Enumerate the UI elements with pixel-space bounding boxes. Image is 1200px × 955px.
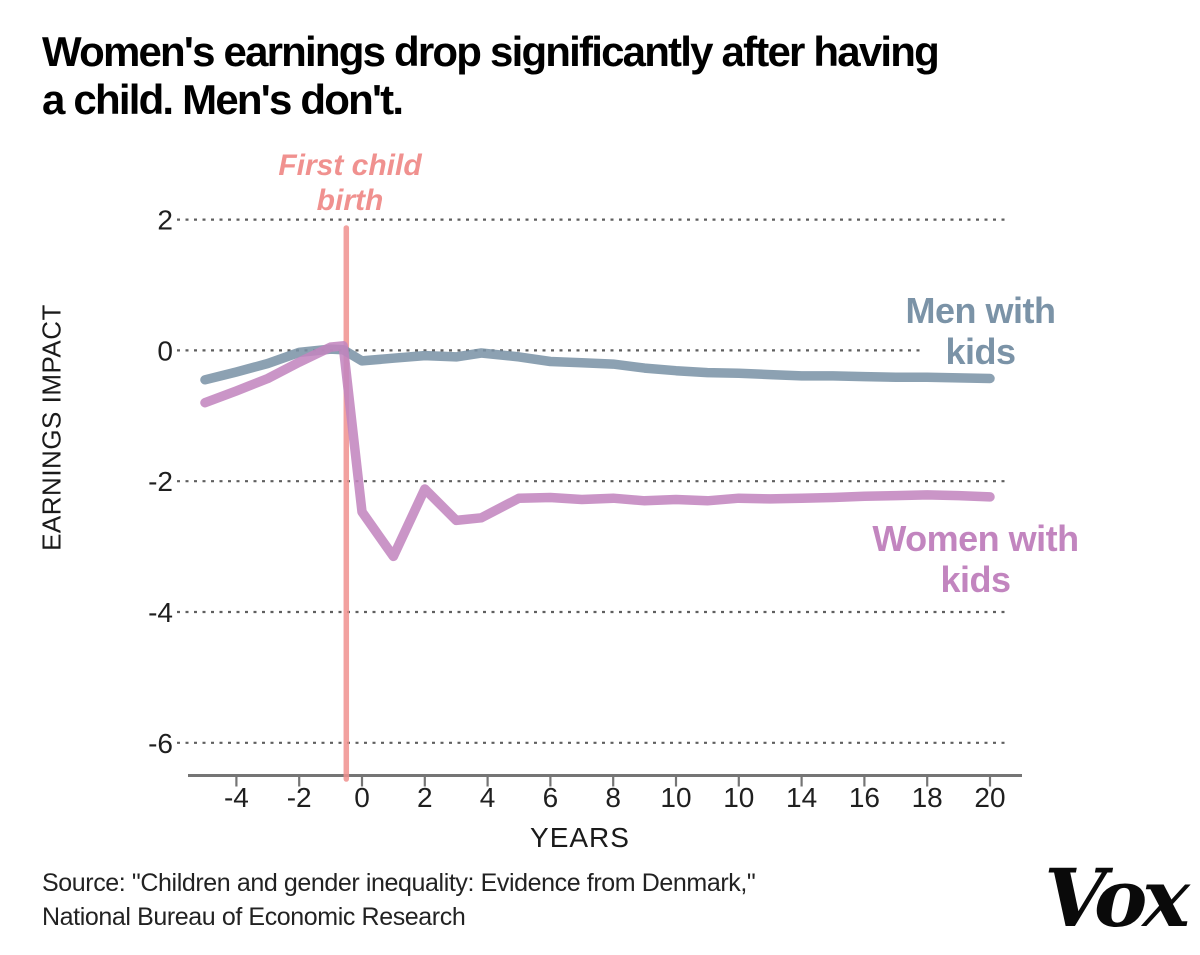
series-label-women-with-kids: Women with kids xyxy=(828,518,1123,600)
series-label-women-line-2: kids xyxy=(940,559,1011,600)
series-line-women xyxy=(200,341,995,562)
x-tick-label: 16 xyxy=(849,782,880,813)
x-tick-label: 4 xyxy=(480,782,496,813)
x-tick-label: 10 xyxy=(660,782,691,813)
y-tick-label: -6 xyxy=(148,728,173,759)
series-label-men-with-kids: Men with kids xyxy=(858,290,1103,372)
source-line-1: Source: "Children and gender inequality:… xyxy=(42,869,756,897)
x-tick-label: -2 xyxy=(287,782,312,813)
x-tick-label: 8 xyxy=(605,782,621,813)
annotation-line-1: First child xyxy=(278,149,422,182)
x-tick-label: 10 xyxy=(723,782,754,813)
y-tick-label: -2 xyxy=(148,466,173,497)
series-label-men-line-1: Men with xyxy=(905,290,1056,331)
chart-title-line-1: Women's earnings drop significantly afte… xyxy=(42,28,940,75)
x-tick-label: 14 xyxy=(786,782,817,813)
x-axis-title: YEARS xyxy=(530,822,630,853)
vox-logo: Vox xyxy=(1044,851,1190,945)
annotation-line-2: birth xyxy=(316,184,384,217)
y-tick-label: 2 xyxy=(157,205,173,236)
y-tick-label: 0 xyxy=(157,335,173,366)
x-tick-label: 18 xyxy=(912,782,943,813)
chart-title: Women's earnings drop significantly afte… xyxy=(42,28,1092,124)
chart-title-line-2: a child. Men's don't. xyxy=(42,76,404,123)
y-axis-title: EARNINGS IMPACT xyxy=(36,304,67,551)
x-tick-label: 20 xyxy=(974,782,1005,813)
x-tick-label: 0 xyxy=(354,782,370,813)
series-label-women-line-1: Women with xyxy=(872,518,1079,559)
series-label-men-line-2: kids xyxy=(945,331,1016,372)
source-attribution: Source: "Children and gender inequality:… xyxy=(42,866,862,934)
source-line-2: National Bureau of Economic Research xyxy=(42,903,466,931)
y-tick-label: -4 xyxy=(148,597,173,628)
x-tick-label: 2 xyxy=(417,782,433,813)
x-tick-label: 6 xyxy=(543,782,559,813)
x-tick-label: -4 xyxy=(224,782,249,813)
annotation-first-child-birth: First child birth xyxy=(240,148,460,218)
